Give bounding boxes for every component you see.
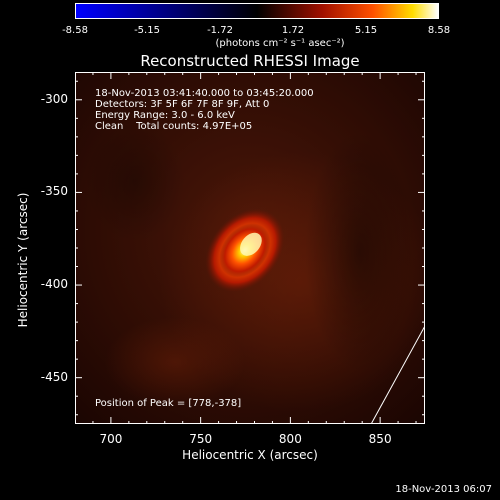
solar-limb-line	[370, 325, 425, 424]
x-tick-label: 700	[99, 432, 123, 446]
colorbar-tick-label: -8.58	[62, 25, 88, 36]
x-axis-label: Heliocentric X (arcsec)	[182, 448, 318, 462]
heatmap-plot	[75, 72, 425, 424]
x-tick-label: 850	[368, 432, 392, 446]
y-tick-label: -350	[40, 184, 68, 199]
y-tick-label: -450	[40, 369, 68, 384]
heatmap-dark-lobe	[85, 122, 185, 242]
flare-source	[205, 208, 285, 292]
x-tick-label: 800	[278, 432, 302, 446]
colorbar-units: (photons cm⁻² s⁻¹ asec⁻²)	[215, 38, 345, 49]
info-time-range: 18-Nov-2013 03:41:40.000 to 03:45:20.000	[95, 88, 314, 99]
colorbar-tick-label: -5.15	[134, 25, 160, 36]
info-detectors: Detectors: 3F 5F 6F 7F 8F 9F, Att 0	[95, 99, 270, 110]
chart-title: Reconstructed RHESSI Image	[140, 52, 360, 70]
y-axis-label: Heliocentric Y (arcsec)	[16, 192, 30, 328]
info-clean-counts: Clean Total counts: 4.97E+05	[95, 121, 253, 132]
timestamp: 18-Nov-2013 06:07	[395, 484, 492, 495]
colorbar-tick-label: 5.15	[354, 25, 378, 36]
x-tick-label: 750	[189, 432, 213, 446]
y-tick-label: -300	[40, 91, 68, 106]
heatmap-dark-lobe	[305, 132, 415, 372]
colorbar-tick-label: -1.72	[207, 25, 233, 36]
axis-ticks	[75, 72, 425, 424]
flare-peak	[240, 232, 262, 256]
y-tick-label: -400	[40, 277, 68, 292]
peak-position-label: Position of Peak = [778,-378]	[95, 398, 242, 409]
colorbar-tick-label: 1.72	[281, 25, 305, 36]
colorbar-tick-label: 8.58	[427, 25, 451, 36]
colorbar	[75, 3, 439, 19]
heatmap-halo	[105, 317, 245, 407]
info-energy-range: Energy Range: 3.0 - 6.0 keV	[95, 110, 235, 121]
